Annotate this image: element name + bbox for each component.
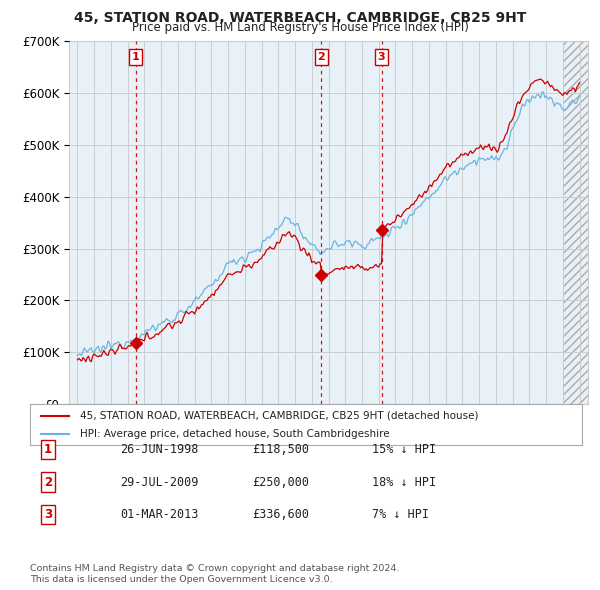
Text: £250,000: £250,000 <box>252 476 309 489</box>
Text: 18% ↓ HPI: 18% ↓ HPI <box>372 476 436 489</box>
Text: 3: 3 <box>378 52 385 62</box>
Bar <box>563 41 588 404</box>
Text: Price paid vs. HM Land Registry's House Price Index (HPI): Price paid vs. HM Land Registry's House … <box>131 21 469 34</box>
Text: 01-MAR-2013: 01-MAR-2013 <box>120 508 199 521</box>
Text: £336,600: £336,600 <box>252 508 309 521</box>
Text: 3: 3 <box>44 508 52 521</box>
Bar <box>563 41 588 404</box>
Text: 29-JUL-2009: 29-JUL-2009 <box>120 476 199 489</box>
Text: 15% ↓ HPI: 15% ↓ HPI <box>372 443 436 456</box>
Text: £118,500: £118,500 <box>252 443 309 456</box>
Text: 2: 2 <box>317 52 325 62</box>
Text: 45, STATION ROAD, WATERBEACH, CAMBRIDGE, CB25 9HT: 45, STATION ROAD, WATERBEACH, CAMBRIDGE,… <box>74 11 526 25</box>
Text: This data is licensed under the Open Government Licence v3.0.: This data is licensed under the Open Gov… <box>30 575 332 584</box>
Text: 7% ↓ HPI: 7% ↓ HPI <box>372 508 429 521</box>
Text: Contains HM Land Registry data © Crown copyright and database right 2024.: Contains HM Land Registry data © Crown c… <box>30 565 400 573</box>
Text: 26-JUN-1998: 26-JUN-1998 <box>120 443 199 456</box>
Text: HPI: Average price, detached house, South Cambridgeshire: HPI: Average price, detached house, Sout… <box>80 429 389 439</box>
Text: 45, STATION ROAD, WATERBEACH, CAMBRIDGE, CB25 9HT (detached house): 45, STATION ROAD, WATERBEACH, CAMBRIDGE,… <box>80 411 478 421</box>
Text: 2: 2 <box>44 476 52 489</box>
Text: 1: 1 <box>132 52 140 62</box>
Text: 1: 1 <box>44 443 52 456</box>
